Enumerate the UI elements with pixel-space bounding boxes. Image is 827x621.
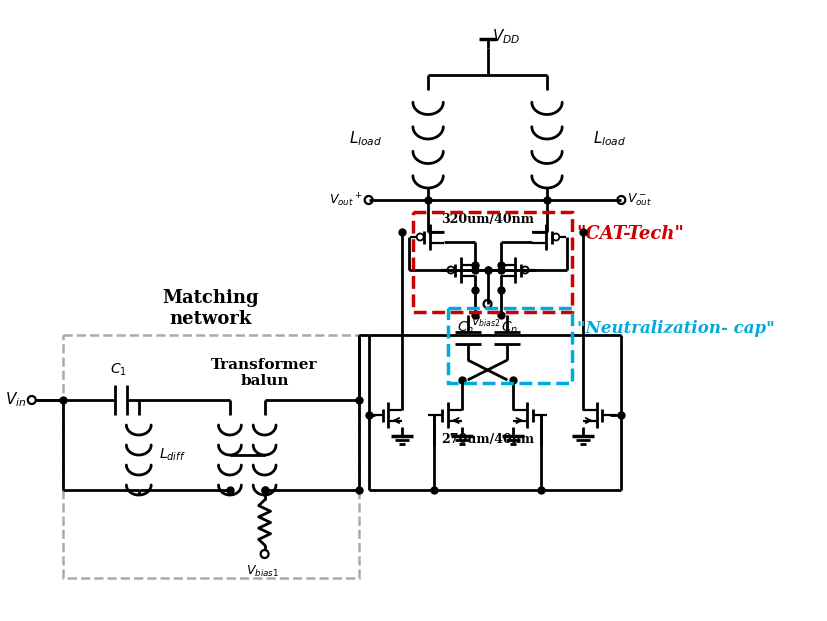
- Text: $C_1$: $C_1$: [110, 361, 127, 378]
- Text: "CAT-Tech": "CAT-Tech": [576, 225, 684, 243]
- Text: $C_n$: $C_n$: [457, 320, 474, 337]
- Text: 320um/40nm: 320um/40nm: [441, 213, 533, 226]
- Text: 270um/40nm: 270um/40nm: [441, 433, 533, 446]
- Text: $V_{in}$: $V_{in}$: [6, 391, 26, 409]
- Text: $C_n$: $C_n$: [500, 320, 518, 337]
- Text: Transformer
balun: Transformer balun: [211, 358, 318, 388]
- Text: $V_{bias2}$: $V_{bias2}$: [471, 315, 500, 329]
- Text: $V_{out}$$^+$: $V_{out}$$^+$: [329, 191, 362, 209]
- Text: $L_{diff}$: $L_{diff}$: [159, 446, 185, 463]
- Text: $V_{DD}$: $V_{DD}$: [491, 27, 519, 46]
- Text: $V_{out}^-$: $V_{out}^-$: [627, 192, 652, 208]
- Text: $L_{load}$: $L_{load}$: [349, 130, 382, 148]
- Text: $V_{bias1}$: $V_{bias1}$: [246, 564, 279, 579]
- Text: $L_{load}$: $L_{load}$: [592, 130, 625, 148]
- Text: Matching
network: Matching network: [161, 289, 258, 328]
- Text: "Neutralization- cap": "Neutralization- cap": [576, 320, 773, 337]
